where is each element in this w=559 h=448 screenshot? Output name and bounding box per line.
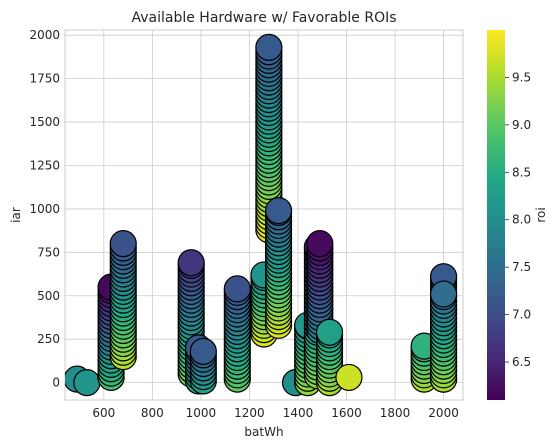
x-ticks: 600 800 1000 1200 1400 1600 1800 2000	[92, 406, 458, 420]
chart-title: Available Hardware w/ Favorable ROIs	[131, 10, 396, 26]
x-tick-label: 2000	[428, 406, 459, 420]
data-point	[109, 230, 137, 258]
data-column	[223, 275, 251, 393]
y-ticks: 0 250 500 750 1000 1250 1500 1750 2000	[29, 28, 60, 389]
y-tick-label: 750	[37, 245, 60, 259]
data-column	[73, 369, 101, 397]
data-point	[255, 33, 283, 61]
colorbar-tick-label: 8.0	[512, 213, 531, 227]
y-tick-label: 1250	[29, 158, 60, 172]
colorbar-tick-label: 9.0	[512, 118, 531, 132]
y-tick-label: 2000	[29, 28, 60, 42]
colorbar-tick-label: 6.5	[512, 355, 531, 369]
data-point	[306, 230, 334, 258]
data-point	[223, 275, 251, 303]
y-tick-label: 0	[52, 376, 60, 390]
colorbar-tick-label: 8.5	[512, 165, 531, 179]
data-column	[264, 197, 293, 339]
x-axis-label: batWh	[244, 425, 283, 439]
data-column	[429, 280, 458, 393]
x-tick-label: 1400	[283, 406, 314, 420]
x-tick-label: 1800	[380, 406, 411, 420]
x-tick-label: 800	[141, 406, 164, 420]
colorbar-label: roi	[534, 207, 548, 222]
y-tick-label: 250	[37, 332, 60, 346]
data-point	[73, 369, 101, 397]
x-tick-label: 600	[92, 406, 115, 420]
colorbar-tick-label: 9.5	[512, 70, 531, 84]
y-tick-label: 1500	[29, 115, 60, 129]
colorbar-ticks: 6.5 7.0 7.5 8.0 8.5 9.0 9.5	[505, 70, 531, 369]
x-tick-label: 1000	[186, 406, 217, 420]
data-column	[335, 363, 363, 392]
y-axis-label: iar	[9, 207, 23, 223]
y-tick-label: 1750	[29, 72, 60, 86]
data-column	[315, 318, 344, 397]
plot-frame	[64, 29, 464, 401]
x-tick-label: 1600	[331, 406, 362, 420]
data-column	[189, 337, 217, 395]
colorbar-tick-label: 7.0	[512, 308, 531, 322]
data-point	[189, 337, 217, 365]
y-tick-label: 500	[37, 289, 60, 303]
data-point	[335, 363, 363, 392]
data-point	[429, 280, 458, 308]
colorbar-tick-label: 7.5	[512, 260, 531, 274]
data-point	[264, 197, 293, 225]
colorbar	[487, 30, 505, 400]
y-tick-label: 1000	[29, 202, 60, 216]
x-tick-label: 1200	[234, 406, 265, 420]
data-column	[109, 230, 137, 371]
data-point	[177, 249, 205, 277]
data-points	[65, 33, 458, 397]
data-point	[315, 318, 344, 346]
